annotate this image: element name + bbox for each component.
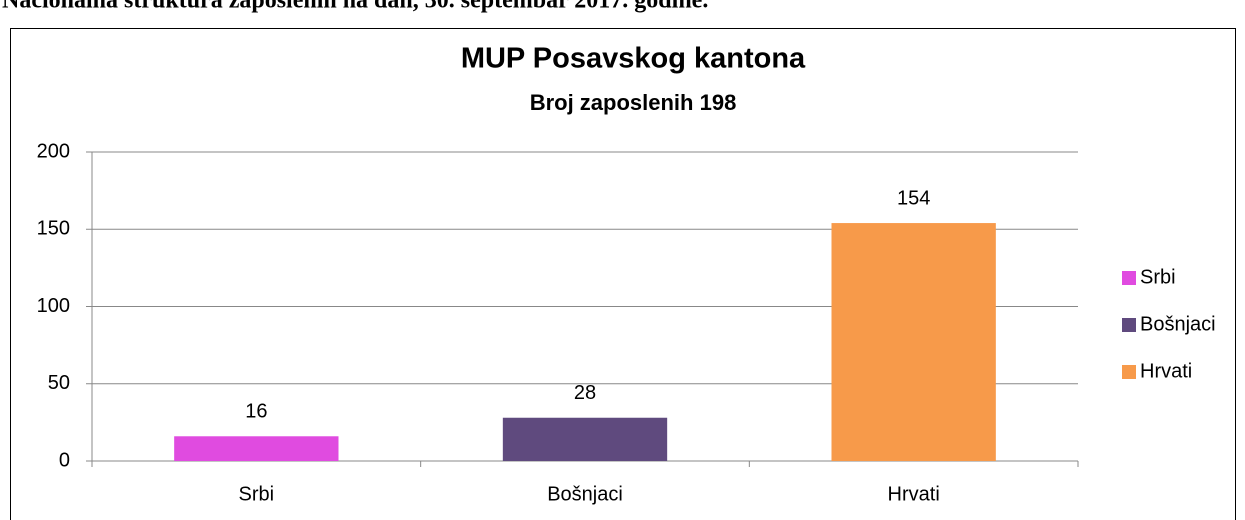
legend-label: Bošnjaci xyxy=(1140,313,1216,335)
chart-title: MUP Posavskog kantona xyxy=(461,43,806,75)
page-heading: Nacionalna struktura zaposlenih na dan, … xyxy=(2,0,708,14)
x-tick-label: Hrvati xyxy=(888,483,940,505)
legend-swatch xyxy=(1122,318,1136,332)
y-tick-label: 50 xyxy=(48,372,70,394)
legend-label: Hrvati xyxy=(1140,360,1192,382)
bar xyxy=(174,436,339,461)
data-label: 154 xyxy=(897,187,930,209)
data-label: 16 xyxy=(245,401,267,423)
x-tick-label: Srbi xyxy=(239,483,275,505)
bar xyxy=(502,417,668,461)
data-label: 28 xyxy=(574,382,596,404)
x-tick-label: Bošnjaci xyxy=(547,483,623,505)
chart-subtitle: Broj zaposlenih 198 xyxy=(530,90,737,115)
chart-frame xyxy=(10,28,1236,520)
legend-label: Srbi xyxy=(1140,266,1176,288)
legend-swatch xyxy=(1122,365,1136,379)
legend-swatch xyxy=(1122,271,1136,285)
y-tick-label: 100 xyxy=(37,295,70,317)
y-tick-label: 150 xyxy=(37,218,70,240)
bar xyxy=(831,223,996,461)
y-tick-label: 0 xyxy=(59,449,70,471)
y-tick-label: 200 xyxy=(37,140,70,162)
